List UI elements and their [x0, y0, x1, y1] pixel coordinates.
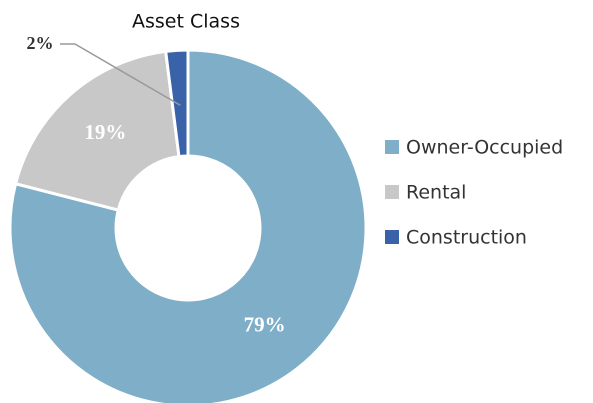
legend-label: Construction [406, 227, 527, 249]
legend-swatch [385, 185, 399, 199]
data-label: 79% [244, 313, 286, 337]
legend-swatch [385, 140, 399, 154]
leader-line [60, 43, 181, 106]
data-label: 2% [27, 33, 54, 53]
chart-title: Asset Class [132, 11, 240, 33]
data-label: 19% [84, 120, 126, 144]
slice [8, 48, 368, 403]
legend-label: Rental [406, 182, 466, 204]
legend-label: Owner-Occupied [406, 137, 563, 159]
legend-swatch [385, 230, 399, 244]
slice [13, 49, 181, 212]
